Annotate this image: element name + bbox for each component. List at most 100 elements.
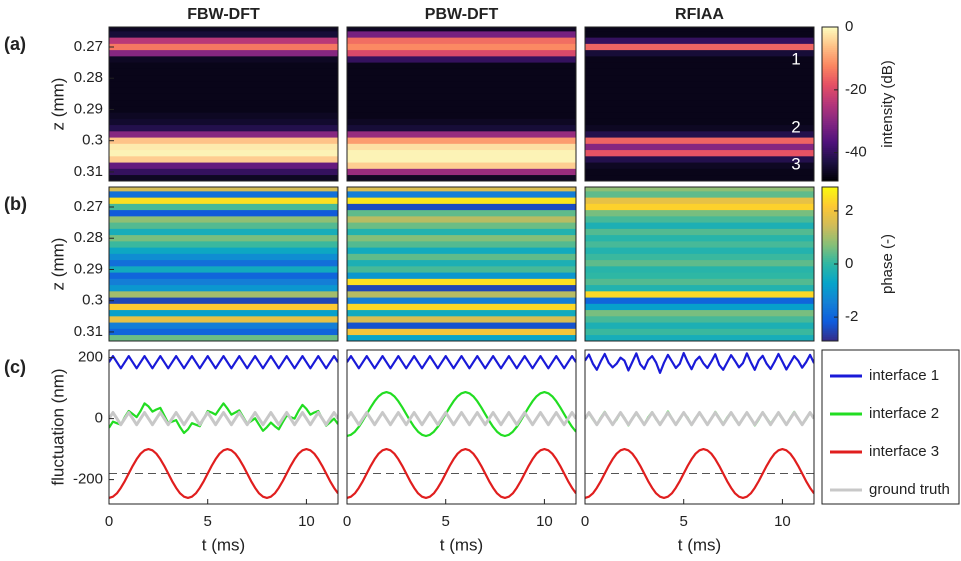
heatmap-row [347,137,576,145]
colorbar-swatch [822,208,838,211]
colorbar-swatch [822,169,838,172]
heatmap-row [347,27,576,32]
heatmap-row [109,137,338,145]
heatmap-row [347,278,576,286]
x-tick-label: 5 [680,513,688,530]
heatmap-row [585,137,814,145]
colorbar-swatch [822,271,838,275]
colorbar-swatch [822,157,838,161]
heatmap-row [347,106,576,114]
heatmap-row [585,27,814,32]
heatmap-row [347,335,576,341]
colorbar-swatch [822,69,838,72]
heatmap-row [109,216,338,224]
colorbar-tick-label: -40 [845,144,867,161]
series-line [585,351,814,374]
heatmap-row [347,150,576,157]
heatmap-row [109,335,338,341]
x-tick-label: 0 [343,513,351,530]
colorbar-swatch [822,287,838,290]
colorbar-swatch [822,57,838,61]
heatmap-row [109,87,338,95]
colorbar-swatch [822,265,838,269]
heatmap-row [585,197,814,205]
colorbar-swatch [822,325,838,329]
colorbar-swatch [822,223,838,226]
heatmap-row [585,87,814,95]
heatmap-row [109,260,338,267]
colorbar-swatch [822,200,838,203]
heatmap-row [347,131,576,139]
colorbar-swatch [822,277,838,280]
x-tick-label: 0 [105,513,113,530]
heatmap-row [585,241,814,249]
colorbar-swatch [822,92,838,95]
colorbar-swatch [822,30,838,34]
heatmap-row [585,228,814,236]
colorbar-swatch [822,132,838,136]
x-axis-label: t (ms) [440,535,483,554]
colorbar-swatch [822,159,838,163]
colorbar-tick-label: -2 [845,308,858,325]
axes-frame [108,186,339,342]
heatmap-row [109,156,338,164]
colorbar-swatch [822,275,838,278]
series-line [109,411,338,427]
heatmap-row [109,37,338,45]
colorbar-swatch [822,129,838,132]
annotation: 2 [791,118,800,137]
colorbar-swatch [822,75,838,78]
y-axis-label: z (mm) [48,238,67,291]
heatmap-row [347,125,576,132]
heatmap-row [109,31,338,39]
colorbar-swatch [822,192,838,196]
panel-label: (c) [4,357,26,377]
heatmap-row [109,291,338,299]
heatmap-row [347,37,576,45]
y-tick-label: 0.27 [74,198,103,215]
heatmap-row [585,272,814,280]
plot-area [109,355,338,499]
axes-frame [346,26,577,182]
heatmap-row [585,162,814,170]
colorbar-swatch [822,46,838,49]
colorbar-swatch [822,292,838,296]
heatmap-row [109,210,338,217]
heatmap-row [585,260,814,267]
heatmap-row [347,260,576,267]
heatmap-row [347,297,576,305]
heatmap-row [585,335,814,341]
heatmap-row [585,118,814,126]
heatmap-row [347,162,576,170]
plot-area [109,187,338,341]
heatmap-row [347,191,576,199]
heatmap-row [109,266,338,274]
x-axis-label: t (ms) [678,535,721,554]
heatmap-row [585,316,814,324]
x-tick-label: 0 [581,513,589,530]
heatmap-row [347,328,576,336]
colorbar-swatch [822,34,838,38]
colorbar-swatch [822,227,838,230]
heatmap-row [109,328,338,336]
heatmap-row [109,112,338,120]
colorbar-swatch [822,119,838,122]
heatmap-row [347,75,576,82]
axes-frame [108,26,339,182]
heatmap-row [347,87,576,95]
colorbar-swatch [822,294,838,298]
colorbar-label: intensity (dB) [879,60,896,148]
colorbar-swatch [822,337,838,340]
axes-frame [584,186,815,342]
heatmap-row [347,56,576,64]
heatmap-row [585,310,814,317]
axes-frame [346,186,577,342]
heatmap-row [109,197,338,205]
colorbar-swatch [822,125,838,128]
heatmap-row [585,150,814,157]
heatmap-row [585,93,814,101]
heatmap-row [585,50,814,57]
y-axis-label: fluctuation (nm) [48,368,67,485]
heatmap-row [109,285,338,292]
heatmap-row [585,303,814,311]
